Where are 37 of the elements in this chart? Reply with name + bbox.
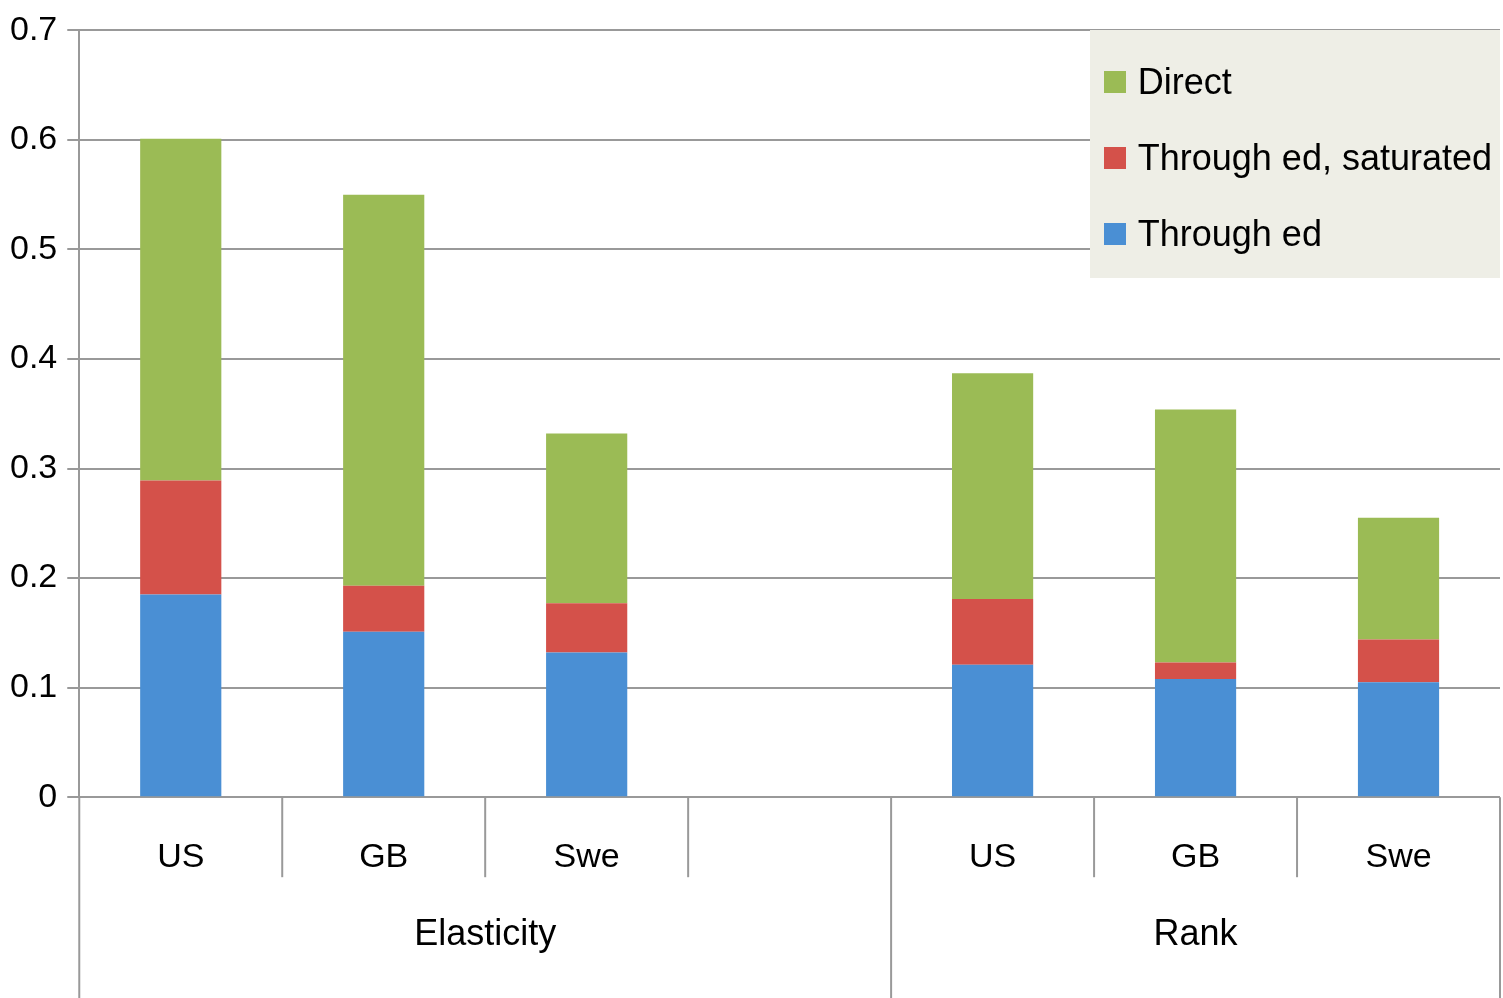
text: Elasticity: [414, 912, 557, 954]
bar: [343, 194, 425, 586]
bar: [140, 480, 222, 595]
bar: [1154, 409, 1237, 663]
y-tick-label: 0.2: [10, 556, 58, 595]
bar: [140, 594, 222, 797]
bar: [343, 585, 425, 632]
bar: [1154, 662, 1237, 679]
bar: [1357, 517, 1440, 640]
bar: [343, 631, 425, 797]
bar: [546, 603, 628, 653]
legend-label: Through ed, saturated: [1137, 137, 1492, 180]
y-tick-label: 0.5: [10, 227, 58, 266]
x-tick-label: GB: [359, 835, 409, 874]
legend-label: Direct: [1137, 61, 1232, 104]
x-tick-label: US: [968, 835, 1017, 874]
y-tick-label: 0: [38, 775, 58, 814]
text: Rank: [1153, 912, 1239, 954]
bar: [140, 138, 222, 481]
x-tick-label: GB: [1170, 835, 1221, 874]
legend-label: Through ed: [1137, 213, 1322, 256]
x-tick-label: Swe: [1365, 835, 1432, 874]
bar: [1154, 678, 1237, 797]
bar: [1357, 682, 1440, 797]
y-tick-label: 0.7: [10, 8, 58, 47]
x-tick-label: Swe: [553, 835, 620, 874]
y-tick-label: 0.1: [10, 666, 58, 705]
bar: [952, 373, 1034, 599]
bar: [1357, 639, 1440, 683]
y-tick-label: 0.3: [10, 446, 58, 485]
y-tick-label: 0.6: [10, 118, 58, 157]
bar: [546, 652, 628, 797]
x-tick-label: US: [157, 835, 205, 874]
y-tick-label: 0.4: [10, 337, 58, 376]
bar: [546, 433, 628, 604]
bar: [952, 664, 1034, 797]
bar: [952, 598, 1034, 665]
